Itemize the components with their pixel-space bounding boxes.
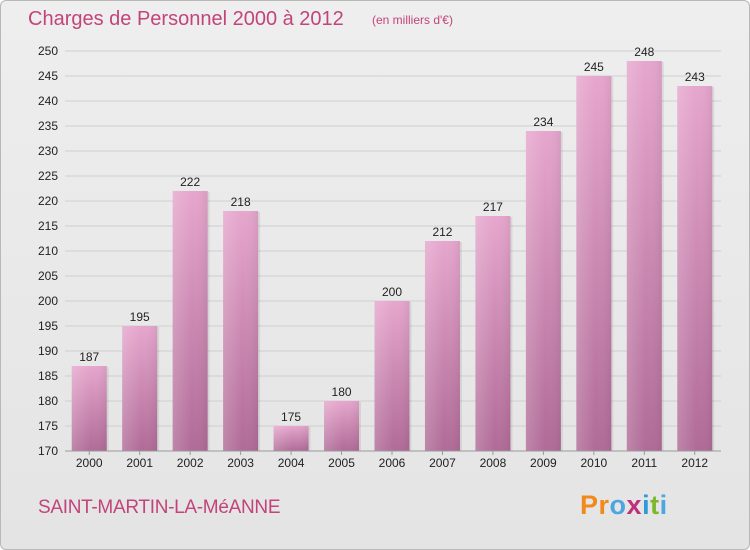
y-tick-label: 230: [38, 144, 58, 158]
bar-highlight: [71, 366, 107, 451]
bar-highlight: [424, 241, 460, 451]
bar-highlight: [677, 86, 713, 451]
x-tick-label: 2002: [177, 456, 204, 470]
data-label: 212: [432, 225, 452, 239]
y-tick-label: 170: [38, 444, 58, 458]
x-tick-label: 2008: [480, 456, 507, 470]
bar-highlight: [576, 76, 612, 451]
logo-letter: x: [626, 490, 643, 520]
y-tick-label: 225: [38, 169, 58, 183]
y-axis-ticks: 170 175 180 185 190 195 200 205 210 215 220 225 230 2…: [38, 44, 58, 458]
y-tick-label: 245: [38, 69, 58, 83]
x-tick-label: 2010: [580, 456, 607, 470]
y-tick-label: 205: [38, 269, 58, 283]
bars: [71, 61, 715, 451]
x-tick-label: 2001: [126, 456, 153, 470]
y-tick-label: 200: [38, 294, 58, 308]
data-label: 218: [231, 195, 251, 209]
x-tick-label: 2003: [227, 456, 254, 470]
y-tick-label: 220: [38, 194, 58, 208]
data-label: 248: [634, 45, 654, 59]
bar-highlight: [172, 191, 208, 451]
x-tick-label: 2011: [631, 456, 657, 470]
x-axis-ticks: 2000 2001 2002 2003 2004 2005 2006 2007 2008 2009…: [76, 451, 708, 470]
data-label: 243: [685, 70, 705, 84]
bar-highlight: [374, 301, 410, 451]
proxiti-logo: Proxiti: [580, 490, 668, 521]
logo-letter: i: [642, 490, 651, 520]
x-tick-label: 2007: [429, 456, 456, 470]
y-tick-label: 180: [38, 394, 58, 408]
bar-highlight: [626, 61, 662, 451]
data-label: 222: [180, 175, 200, 189]
bar-highlight: [475, 216, 511, 451]
data-label: 200: [382, 285, 402, 299]
chart-title: Charges de Personnel 2000 à 2012: [28, 8, 344, 30]
y-tick-label: 215: [38, 219, 58, 233]
bar-highlight: [122, 326, 158, 451]
logo-letter: i: [659, 490, 668, 520]
data-label: 217: [483, 200, 503, 214]
y-tick-label: 175: [38, 419, 58, 433]
y-tick-label: 195: [38, 319, 58, 333]
bar-highlight: [273, 426, 309, 451]
x-tick-label: 2004: [278, 456, 305, 470]
y-tick-label: 240: [38, 94, 58, 108]
data-label: 245: [584, 60, 604, 74]
x-tick-label: 2012: [681, 456, 708, 470]
bar-highlight: [324, 401, 360, 451]
data-label: 187: [79, 350, 99, 364]
y-tick-label: 185: [38, 369, 58, 383]
x-tick-label: 2000: [76, 456, 103, 470]
commune-name: SAINT-MARTIN-LA-MéANNE: [38, 497, 281, 518]
x-tick-label: 2005: [328, 456, 355, 470]
chart-subtitle: (en milliers d'€): [372, 13, 453, 27]
x-tick-label: 2009: [530, 456, 557, 470]
logo-letter: r: [598, 490, 610, 520]
logo-letter: o: [609, 490, 627, 520]
y-tick-label: 210: [38, 244, 58, 258]
y-tick-label: 190: [38, 344, 58, 358]
data-labels: 187 195 222 218 175 180 200 212 217 234 245 248 243: [79, 45, 705, 424]
data-label: 195: [130, 310, 150, 324]
data-label: 234: [533, 115, 553, 129]
y-tick-label: 235: [38, 119, 58, 133]
data-label: 175: [281, 410, 301, 424]
logo-letter: P: [580, 490, 599, 520]
y-tick-label: 250: [38, 44, 58, 58]
data-label: 180: [332, 385, 352, 399]
x-tick-label: 2006: [379, 456, 406, 470]
bar-highlight: [223, 211, 259, 451]
logo-letter: t: [650, 490, 660, 520]
bar-highlight: [525, 131, 561, 451]
